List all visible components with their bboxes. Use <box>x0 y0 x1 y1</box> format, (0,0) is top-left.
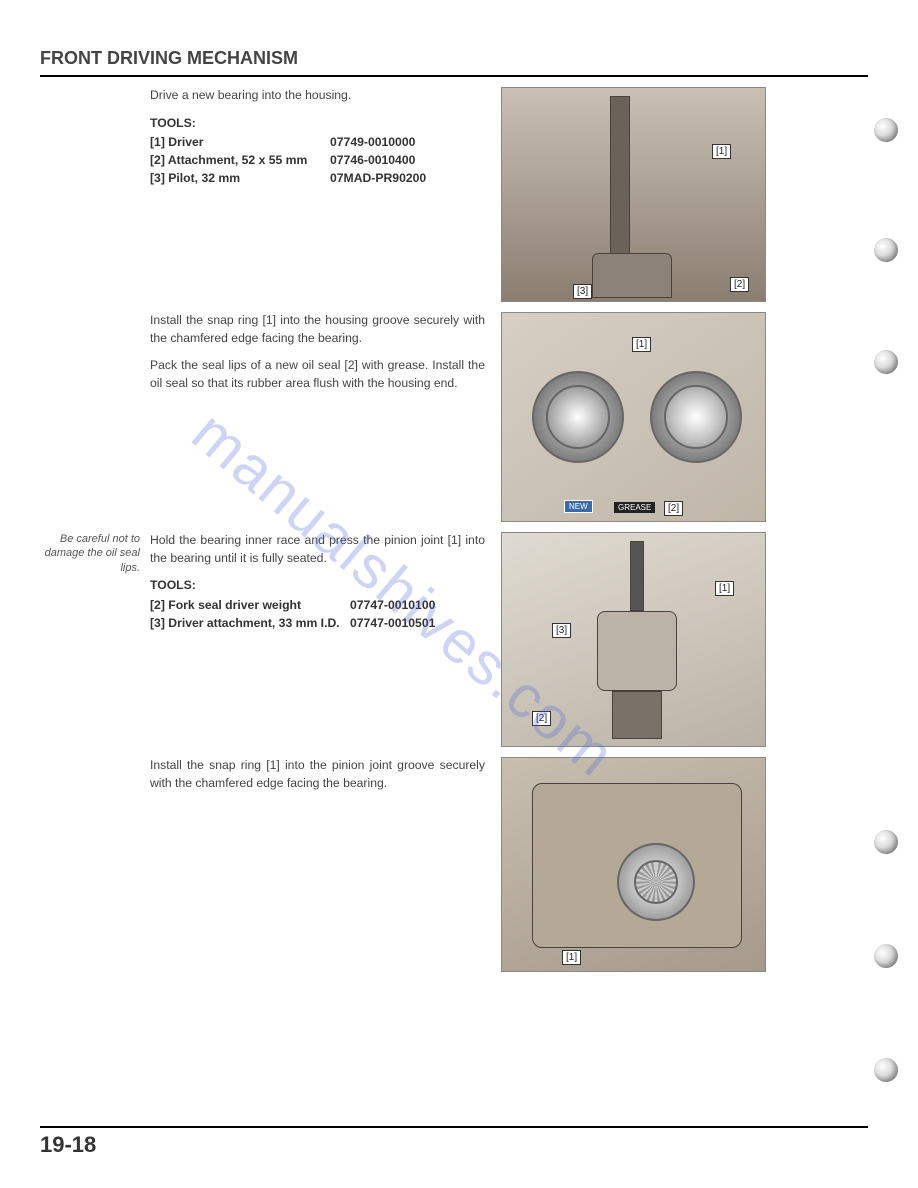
tool-row: [1] Driver 07749-0010000 <box>150 134 485 152</box>
tool-num: 07MAD-PR90200 <box>330 170 426 188</box>
step-2-para: Pack the seal lips of a new oil seal [2]… <box>150 357 485 392</box>
tool-num: 07749-0010000 <box>330 134 415 152</box>
tool-row: [3] Pilot, 32 mm 07MAD-PR90200 <box>150 170 485 188</box>
tool-num: 07747-0010501 <box>350 615 435 633</box>
page-number: 19-18 <box>40 1126 868 1158</box>
tool-name: [3] Driver attachment, 33 mm I.D. <box>150 615 350 633</box>
step-2-text: Install the snap ring [1] into the housi… <box>150 312 485 403</box>
step-2: Install the snap ring [1] into the housi… <box>150 312 868 522</box>
callout: [2] <box>532 711 551 726</box>
tools-label: TOOLS: <box>150 115 485 133</box>
tool-row: [2] Attachment, 52 x 55 mm 07746-0010400 <box>150 152 485 170</box>
step-1-text: Drive a new bearing into the housing. TO… <box>150 87 485 187</box>
figure-3: [1] [3] [2] <box>501 532 766 747</box>
tool-name: [2] Fork seal driver weight <box>150 597 350 615</box>
callout: [1] <box>715 581 734 596</box>
figure-4: [1] <box>501 757 766 972</box>
step-2-para: Install the snap ring [1] into the housi… <box>150 312 485 347</box>
callout: [1] <box>712 144 731 159</box>
grease-tag: GREASE <box>614 502 655 513</box>
callout: [3] <box>573 284 592 299</box>
manual-page: FRONT DRIVING MECHANISM Drive a new bear… <box>0 0 918 1188</box>
step-1-intro: Drive a new bearing into the housing. <box>150 87 485 105</box>
figure-2: NEW GREASE [1] [2] <box>501 312 766 522</box>
hole-icon <box>874 830 898 854</box>
callout: [2] <box>664 501 683 516</box>
tool-name: [2] Attachment, 52 x 55 mm <box>150 152 330 170</box>
margin-note: Be careful not to damage the oil seal li… <box>32 532 140 575</box>
step-3: Be careful not to damage the oil seal li… <box>150 532 868 747</box>
callout: [2] <box>730 277 749 292</box>
new-tag: NEW <box>564 500 593 513</box>
tool-num: 07746-0010400 <box>330 152 415 170</box>
step-4-para: Install the snap ring [1] into the pinio… <box>150 757 485 792</box>
hole-icon <box>874 118 898 142</box>
tool-name: [3] Pilot, 32 mm <box>150 170 330 188</box>
step-1: Drive a new bearing into the housing. TO… <box>150 87 868 302</box>
callout: [3] <box>552 623 571 638</box>
step-4: Install the snap ring [1] into the pinio… <box>150 757 868 972</box>
hole-icon <box>874 1058 898 1082</box>
content-area: Drive a new bearing into the housing. TO… <box>150 87 868 972</box>
figure-1: [1] [2] [3] <box>501 87 766 302</box>
step-4-text: Install the snap ring [1] into the pinio… <box>150 757 485 802</box>
tools-label: TOOLS: <box>150 577 485 595</box>
hole-icon <box>874 350 898 374</box>
callout: [1] <box>632 337 651 352</box>
tool-num: 07747-0010100 <box>350 597 435 615</box>
tool-name: [1] Driver <box>150 134 330 152</box>
header-rule <box>40 75 868 77</box>
hole-icon <box>874 238 898 262</box>
step-3-text: Be careful not to damage the oil seal li… <box>150 532 485 632</box>
binder-holes <box>874 0 900 1188</box>
hole-icon <box>874 944 898 968</box>
page-title: FRONT DRIVING MECHANISM <box>40 48 868 75</box>
tool-row: [2] Fork seal driver weight 07747-001010… <box>150 597 485 615</box>
step-3-para: Hold the bearing inner race and press th… <box>150 532 485 567</box>
tool-row: [3] Driver attachment, 33 mm I.D. 07747-… <box>150 615 485 633</box>
callout: [1] <box>562 950 581 965</box>
